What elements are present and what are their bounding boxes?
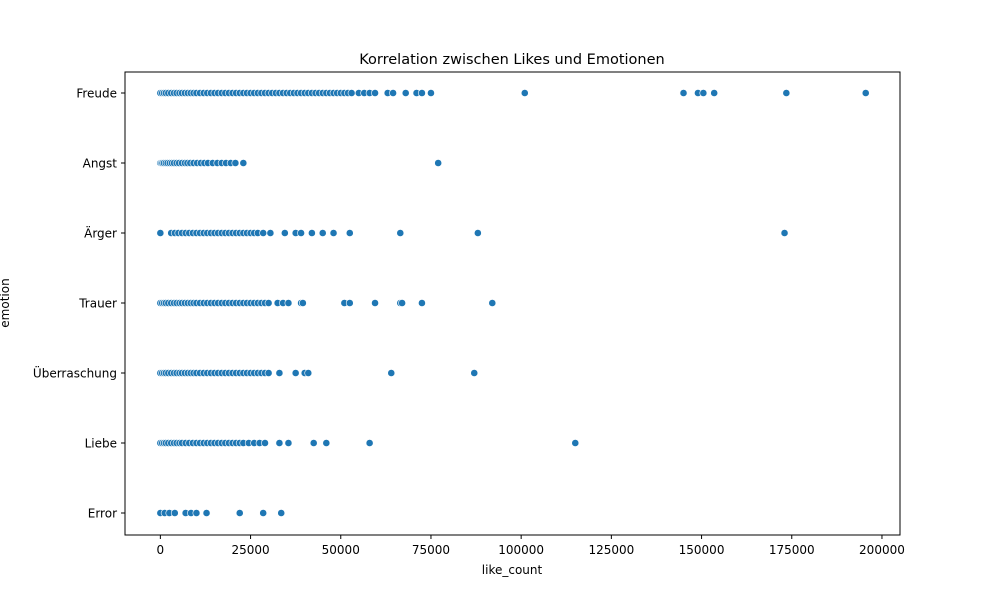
data-point bbox=[318, 229, 327, 237]
data-point bbox=[202, 509, 211, 517]
data-point bbox=[261, 439, 269, 447]
data-point bbox=[345, 229, 354, 237]
data-point bbox=[322, 439, 331, 447]
points-layer bbox=[156, 89, 870, 517]
y-tick-label: Überraschung bbox=[33, 365, 117, 381]
data-point bbox=[192, 509, 201, 517]
data-point bbox=[398, 299, 406, 307]
y-axis-label: emotion bbox=[0, 278, 12, 327]
data-point bbox=[259, 509, 268, 517]
data-point bbox=[710, 89, 719, 97]
data-point bbox=[156, 229, 165, 237]
data-point bbox=[275, 439, 284, 447]
chart-title: Korrelation zwischen Likes und Emotionen bbox=[359, 52, 664, 68]
x-tick-label: 25000 bbox=[231, 543, 269, 557]
data-point bbox=[488, 299, 497, 307]
data-point bbox=[275, 369, 284, 377]
data-point bbox=[371, 89, 379, 97]
data-point bbox=[418, 89, 426, 97]
data-point bbox=[470, 369, 479, 377]
data-point bbox=[307, 229, 316, 237]
data-point bbox=[304, 369, 313, 377]
data-point bbox=[277, 509, 286, 517]
x-tick-label: 75000 bbox=[412, 543, 450, 557]
data-point bbox=[264, 299, 273, 307]
data-point bbox=[473, 229, 482, 237]
data-point bbox=[284, 439, 293, 447]
data-point bbox=[259, 229, 268, 237]
data-point bbox=[266, 229, 275, 237]
y-axis: Freude Angst Ärger Trauer Überraschung Liebe E… bbox=[33, 87, 125, 521]
data-point bbox=[235, 509, 244, 517]
data-point bbox=[782, 89, 791, 97]
data-point bbox=[329, 229, 338, 237]
data-point bbox=[699, 89, 708, 97]
data-point bbox=[345, 299, 354, 307]
x-axis: 0 25000 50000 75000 100000 125000 150000 175000… bbox=[157, 535, 905, 557]
data-point bbox=[401, 89, 410, 97]
data-point bbox=[418, 299, 426, 307]
x-tick-label: 0 bbox=[157, 543, 165, 557]
x-tick-label: 100000 bbox=[498, 543, 544, 557]
data-point bbox=[309, 439, 318, 447]
x-axis-label: like_count bbox=[482, 563, 543, 577]
data-point bbox=[520, 89, 529, 97]
data-point bbox=[347, 89, 356, 97]
data-point bbox=[284, 299, 293, 307]
x-tick-label: 200000 bbox=[859, 543, 905, 557]
data-point bbox=[434, 159, 443, 167]
y-tick-label: Ärger bbox=[84, 226, 117, 241]
data-point bbox=[427, 89, 435, 97]
data-point bbox=[387, 369, 396, 377]
x-tick-label: 175000 bbox=[769, 543, 815, 557]
data-point bbox=[264, 369, 273, 377]
data-point bbox=[280, 229, 289, 237]
data-point bbox=[170, 509, 179, 517]
data-point bbox=[365, 439, 374, 447]
data-point bbox=[780, 229, 789, 237]
data-point bbox=[861, 89, 870, 97]
data-point bbox=[371, 299, 379, 307]
y-tick-label: Freude bbox=[76, 87, 117, 101]
data-point bbox=[298, 299, 307, 307]
y-tick-label: Trauer bbox=[78, 297, 117, 311]
data-point bbox=[291, 369, 300, 377]
y-tick-label: Liebe bbox=[85, 437, 117, 451]
x-tick-label: 50000 bbox=[322, 543, 360, 557]
data-point bbox=[231, 159, 240, 167]
x-tick-label: 150000 bbox=[679, 543, 725, 557]
x-tick-label: 125000 bbox=[588, 543, 634, 557]
data-point bbox=[389, 89, 397, 97]
data-point bbox=[679, 89, 688, 97]
data-point bbox=[297, 229, 305, 237]
y-tick-label: Error bbox=[88, 507, 117, 521]
data-point bbox=[396, 229, 405, 237]
y-tick-label: Angst bbox=[83, 157, 118, 171]
data-point bbox=[571, 439, 580, 447]
data-point bbox=[239, 159, 248, 167]
